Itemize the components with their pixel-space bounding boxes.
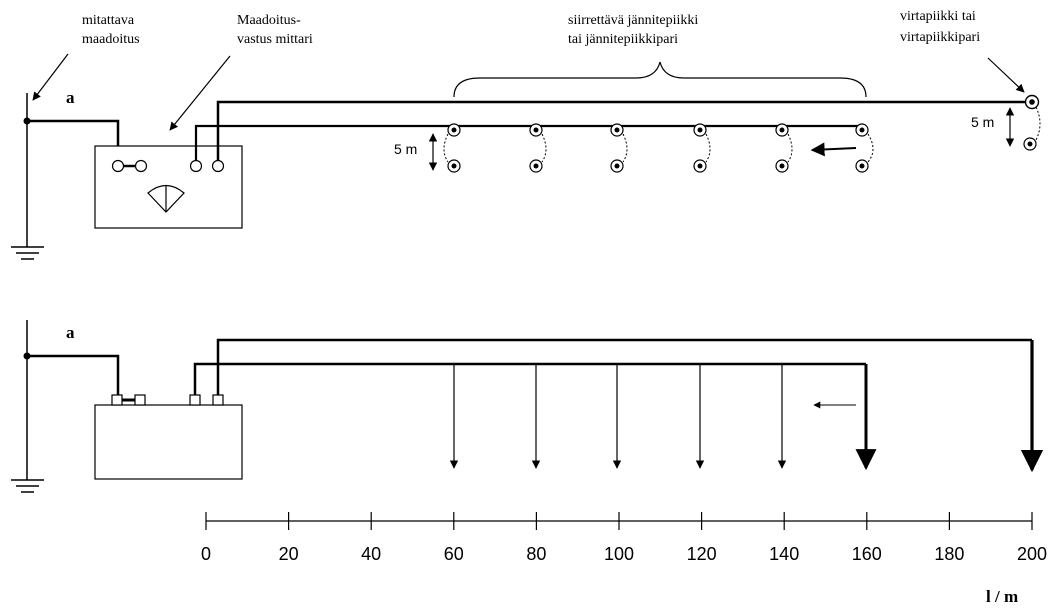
meter-label-line1: Maadoitus- xyxy=(237,13,301,28)
meter-terminal-bottom-1 xyxy=(111,394,123,406)
axis-tick-label-200: 200 xyxy=(1017,544,1047,564)
axis-unit-label: l / m xyxy=(986,587,1018,606)
point-a-label-top: a xyxy=(66,88,75,107)
meter-terminal-bottom-3 xyxy=(189,394,201,406)
meter-terminal-bottom-2 xyxy=(134,394,146,406)
voltage-lead-wire xyxy=(194,124,866,160)
meter-terminal-bottom-4 xyxy=(212,394,224,406)
probe-move-direction-arrow-top xyxy=(810,142,857,157)
axis-tick-label-20: 20 xyxy=(279,544,299,564)
axis-tick-label-0: 0 xyxy=(201,544,211,564)
moving-probe-brace xyxy=(453,61,867,98)
moving-probe-label-line1: siirrettävä jännitepiikki xyxy=(568,13,698,28)
meter-terminal-current xyxy=(211,159,225,173)
earth-resistance-meter-bottom xyxy=(94,404,243,480)
meter-terminal-2 xyxy=(134,159,148,173)
bottom-setup: a 0 20 40 60 80 100 120 140 160 180 200 l / m xyxy=(11,320,1047,606)
axis-tick-label-60: 60 xyxy=(444,544,464,564)
moving-probe-pair-160 xyxy=(855,123,874,173)
voltage-lead-wire-bottom xyxy=(193,362,866,395)
moving-probe-pair-100 xyxy=(610,123,628,173)
current-lead-wire-bottom xyxy=(216,338,1032,395)
point-a-label-bottom: a xyxy=(66,323,75,342)
spacing-label-right: 5 m xyxy=(971,114,994,130)
current-probe-pointer-arrow xyxy=(987,57,1025,93)
measured-earth-pointer-arrow xyxy=(32,53,69,101)
moving-probe-pair-120 xyxy=(693,123,711,173)
axis-tick-label-120: 120 xyxy=(687,544,717,564)
moving-probe-pair-60 xyxy=(443,123,461,173)
moving-probe-label-line2: tai jännitepiikkipari xyxy=(568,32,678,47)
axis-tick-label-100: 100 xyxy=(604,544,634,564)
spacing-label-left: 5 m xyxy=(394,141,417,157)
moving-probe-pair-80 xyxy=(529,123,547,173)
top-setup: mitattava maadoitus Maadoitus- vastus mi… xyxy=(11,9,1041,260)
distance-axis-ticks: 0 20 40 60 80 100 120 140 160 180 200 xyxy=(201,512,1047,564)
axis-tick-label-160: 160 xyxy=(852,544,882,564)
current-probe-label-line2: virtapiikkipari xyxy=(900,30,980,45)
meter-terminal-voltage xyxy=(189,159,203,173)
meter-terminal-1 xyxy=(111,159,125,173)
moving-probe-pair-140 xyxy=(775,123,793,173)
current-lead-wire xyxy=(216,100,1032,160)
measured-earth-label-line1: mitattava xyxy=(82,13,135,28)
current-probe-pair xyxy=(1023,94,1041,151)
axis-tick-label-40: 40 xyxy=(361,544,381,564)
axis-tick-label-140: 140 xyxy=(769,544,799,564)
axis-tick-label-180: 180 xyxy=(934,544,964,564)
earth-lead-wire-bottom xyxy=(27,354,120,398)
measured-earth-label-line2: maadoitus xyxy=(82,32,140,47)
meter-pointer-arrow xyxy=(169,55,231,131)
meter-label-line2: vastus mittari xyxy=(237,32,313,47)
current-probe-label-line1: virtapiikki tai xyxy=(900,9,976,24)
axis-tick-label-80: 80 xyxy=(526,544,546,564)
